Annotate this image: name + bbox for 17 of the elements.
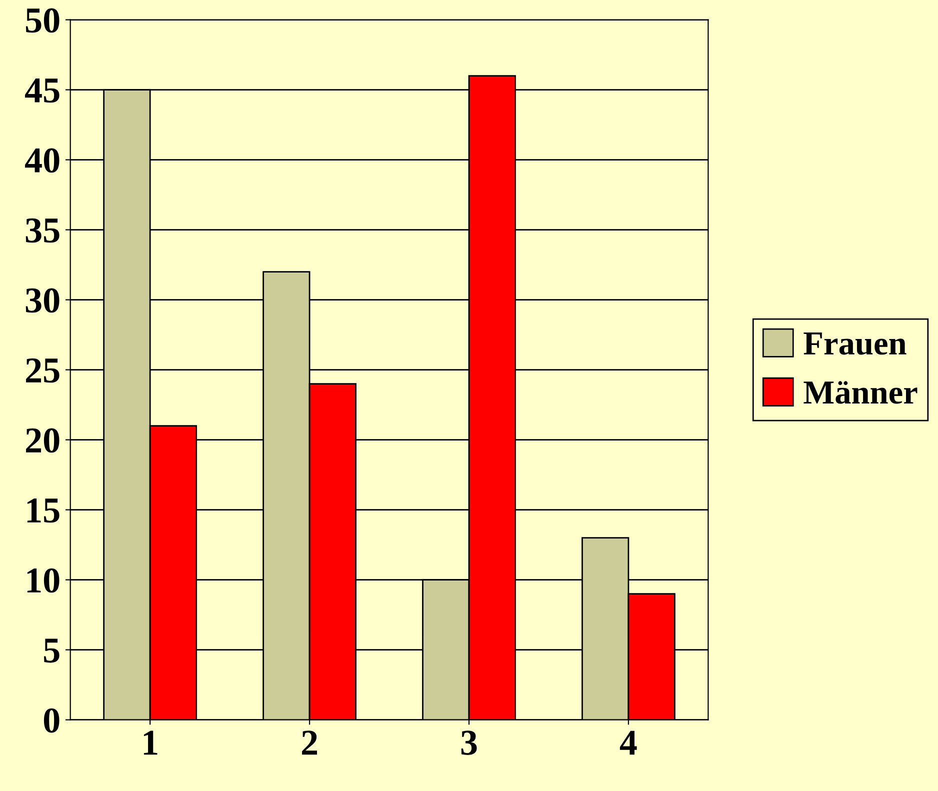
y-tick-label: 45	[25, 78, 60, 103]
legend-label: Frauen	[804, 332, 906, 355]
y-tick-label: 25	[26, 358, 60, 383]
y-tick-label: 50	[26, 8, 60, 33]
y-tick-label: 10	[27, 568, 60, 593]
y-tick-label: 30	[26, 288, 60, 313]
y-tick-label: 35	[26, 218, 60, 243]
y-tick-label: 40	[25, 148, 60, 173]
x-tick-label: 4	[620, 730, 637, 755]
y-tick-label: 15	[27, 498, 60, 523]
y-tick-label: 5	[44, 638, 60, 663]
x-tick-label: 1	[144, 730, 158, 755]
y-tick-label: 0	[44, 708, 60, 733]
y-tick-label: 20	[26, 428, 60, 453]
legend-label: Männer	[804, 381, 918, 404]
x-tick-label: 3	[461, 730, 477, 755]
x-tick-label: 2	[302, 730, 318, 755]
